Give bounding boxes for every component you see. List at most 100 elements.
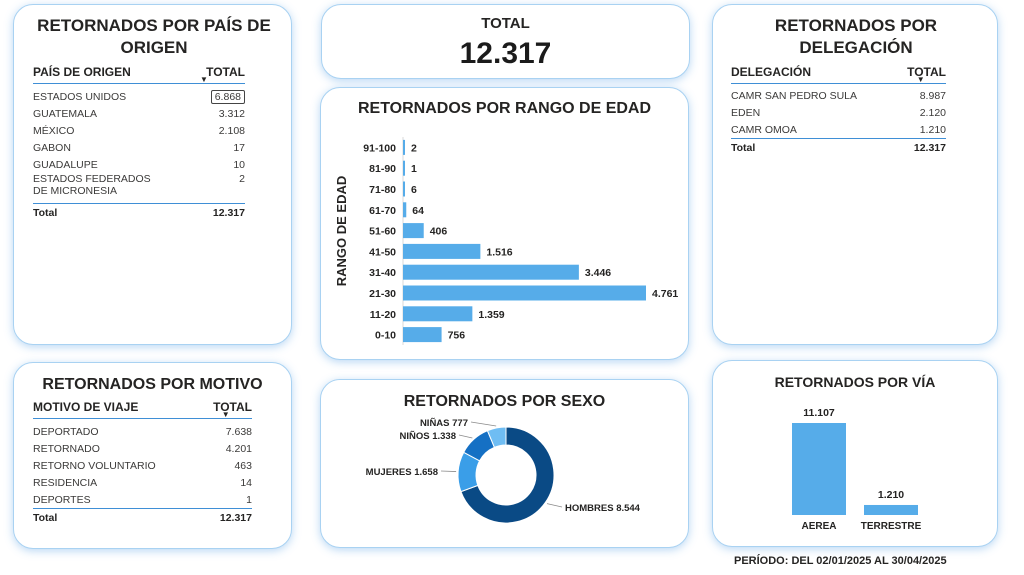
sexo-leader-line xyxy=(546,503,563,508)
edad-category-label: 21-30 xyxy=(369,288,396,300)
delegacion-title: RETORNADOS POR DELEGACIÓN xyxy=(774,16,938,57)
table-row[interactable]: DEPORTES 1 xyxy=(33,491,252,509)
row-label: RESIDENCIA xyxy=(33,476,98,489)
row-value: 4.201 xyxy=(225,442,252,455)
table-row[interactable]: RETORNADO 4.201 xyxy=(33,440,252,457)
delegacion-table: DELEGACIÓN TOTAL ▼ CAMR SAN PEDRO SULA 8.9… xyxy=(731,65,946,156)
row-label: RETORNO VOLUNTARIO xyxy=(33,459,156,472)
edad-category-label: 71-80 xyxy=(369,184,396,196)
row-value: 7.638 xyxy=(225,425,252,438)
table-row[interactable]: CAMR SAN PEDRO SULA 8.987 xyxy=(731,84,946,105)
row-value: 2.108 xyxy=(218,124,245,137)
motivo-card: RETORNADOS POR MOTIVO MOTIVO DE VIAJE TO… xyxy=(13,362,292,549)
total-label: Total xyxy=(33,508,200,526)
row-value: 6.868 xyxy=(163,84,245,106)
edad-category-label: 0-10 xyxy=(375,330,396,342)
via-bar[interactable] xyxy=(792,423,846,515)
sexo-card: RETORNADOS POR SEXO HOMBRES 8.544 MUJERES… xyxy=(320,379,689,548)
edad-bar[interactable] xyxy=(403,160,405,176)
table-row[interactable]: CAMR OMOA 1.210 xyxy=(731,121,946,139)
delegacion-total-header[interactable]: TOTAL ▼ xyxy=(895,65,946,84)
total-value: 12.317 xyxy=(163,203,245,221)
edad-axis-label: RANGO DE EDAD xyxy=(334,176,349,287)
edad-category-label: 91-100 xyxy=(363,142,396,154)
edad-category-label: 81-90 xyxy=(369,163,396,175)
row-value: 1 xyxy=(246,493,252,506)
periodo-label: PERÍODO: DEL 02/01/2025 AL 30/04/2025 xyxy=(734,555,947,567)
edad-bar[interactable] xyxy=(403,223,424,239)
table-row[interactable]: GABON 17 xyxy=(33,139,245,156)
edad-bar[interactable] xyxy=(403,285,646,301)
sexo-slice-label: HOMBRES 8.544 xyxy=(565,503,641,514)
delegacion-col-header[interactable]: DELEGACIÓN xyxy=(731,65,896,84)
edad-bar[interactable] xyxy=(403,327,442,343)
sexo-slice-label: NIÑAS 777 xyxy=(420,418,468,429)
via-card: RETORNADOS POR VÍA 11.107 AEREA 1.210 TERRE… xyxy=(712,360,998,547)
row-value: 14 xyxy=(240,476,252,489)
row-value: 17 xyxy=(233,141,245,154)
edad-value-label: 3.446 xyxy=(585,267,611,279)
table-row[interactable]: GUATEMALA 3.312 xyxy=(33,105,245,122)
edad-value-label: 1.516 xyxy=(486,246,512,258)
edad-bar[interactable] xyxy=(403,243,481,259)
pais-col-header[interactable]: PAÍS DE ORIGEN xyxy=(33,65,163,84)
edad-value-label: 6 xyxy=(411,184,417,196)
row-label: CAMR OMOA xyxy=(731,123,797,136)
row-value: 3.312 xyxy=(218,107,245,120)
table-row[interactable]: ESTADOS UNIDOS 6.868 xyxy=(33,84,245,106)
edad-bar[interactable] xyxy=(403,264,579,280)
row-value: 10 xyxy=(233,158,245,171)
selected-cell[interactable]: 6.868 xyxy=(210,89,245,104)
edad-value-label: 756 xyxy=(448,330,466,342)
row-label: MÉXICO xyxy=(33,124,75,137)
sort-desc-icon[interactable]: ▼ xyxy=(221,410,230,419)
table-row[interactable]: DEPORTADO 7.638 xyxy=(33,419,252,441)
total-value: 12.317 xyxy=(459,37,552,70)
total-row: Total 12.317 xyxy=(731,138,946,156)
table-row[interactable]: EDEN 2.120 xyxy=(731,104,946,121)
via-bar[interactable] xyxy=(864,504,918,515)
edad-value-label: 64 xyxy=(412,205,424,217)
via-bar-chart: 11.107 AEREA 1.210 TERRESTRE xyxy=(792,407,922,532)
edad-bar[interactable] xyxy=(403,181,405,197)
row-label: EDEN xyxy=(731,106,761,119)
edad-bar[interactable] xyxy=(403,202,407,218)
via-value-label: 1.210 xyxy=(878,489,904,501)
table-row[interactable]: GUADALUPE 10 xyxy=(33,156,245,173)
sort-desc-icon[interactable]: ▼ xyxy=(200,75,208,84)
sort-desc-icon[interactable]: ▼ xyxy=(916,75,925,84)
edad-value-label: 1.359 xyxy=(478,309,504,321)
motivo-total-header[interactable]: TOTAL ▼ xyxy=(199,400,252,419)
motivo-col-header[interactable]: MOTIVO DE VIAJE xyxy=(33,400,200,419)
pais-card: RETORNADOS POR PAÍS DE ORIGEN PAÍS DE OR… xyxy=(13,4,292,345)
sexo-slice-label: NIÑOS 1.338 xyxy=(400,431,457,442)
via-title: RETORNADOS POR VÍA xyxy=(774,374,936,390)
pais-total-header[interactable]: TOTAL ▼ xyxy=(163,65,245,84)
row-label: GABON xyxy=(33,141,71,154)
edad-value-label: 1 xyxy=(411,163,417,175)
row-value: 2 xyxy=(239,173,245,185)
table-row[interactable]: RETORNO VOLUNTARIO 463 xyxy=(33,457,252,474)
edad-bar-chart: RANGO DE EDAD 91-100 2 81-90 1 71-80 6 61-70 64 5… xyxy=(334,137,678,345)
row-value: 1.210 xyxy=(919,123,946,136)
row-label: DEPORTES xyxy=(33,493,91,506)
edad-category-label: 41-50 xyxy=(369,246,396,258)
table-row[interactable]: ESTADOS FEDERADOS DE MICRONESIA 2 xyxy=(33,173,245,204)
edad-bar[interactable] xyxy=(403,306,473,322)
sexo-slice[interactable] xyxy=(460,426,555,524)
total-label: Total xyxy=(33,203,163,221)
row-label: GUATEMALA xyxy=(33,107,97,120)
motivo-table: MOTIVO DE VIAJE TOTAL ▼ DEPORTADO 7.638 RE… xyxy=(33,400,252,526)
edad-value-label: 2 xyxy=(411,142,417,154)
via-value-label: 11.107 xyxy=(803,407,835,419)
row-label: DEPORTADO xyxy=(33,425,99,438)
total-value: 12.317 xyxy=(199,508,252,526)
table-row[interactable]: MÉXICO 2.108 xyxy=(33,122,245,139)
pais-table: PAÍS DE ORIGEN TOTAL ▼ ESTADOS UNIDOS 6.86… xyxy=(33,65,245,221)
edad-bar[interactable] xyxy=(403,139,405,155)
total-card: TOTAL 12.317 xyxy=(321,4,690,79)
row-value: 463 xyxy=(234,459,252,472)
table-row[interactable]: RESIDENCIA 14 xyxy=(33,474,252,491)
edad-title: RETORNADOS POR RANGO DE EDAD xyxy=(357,100,652,117)
sexo-slice[interactable] xyxy=(486,426,507,448)
